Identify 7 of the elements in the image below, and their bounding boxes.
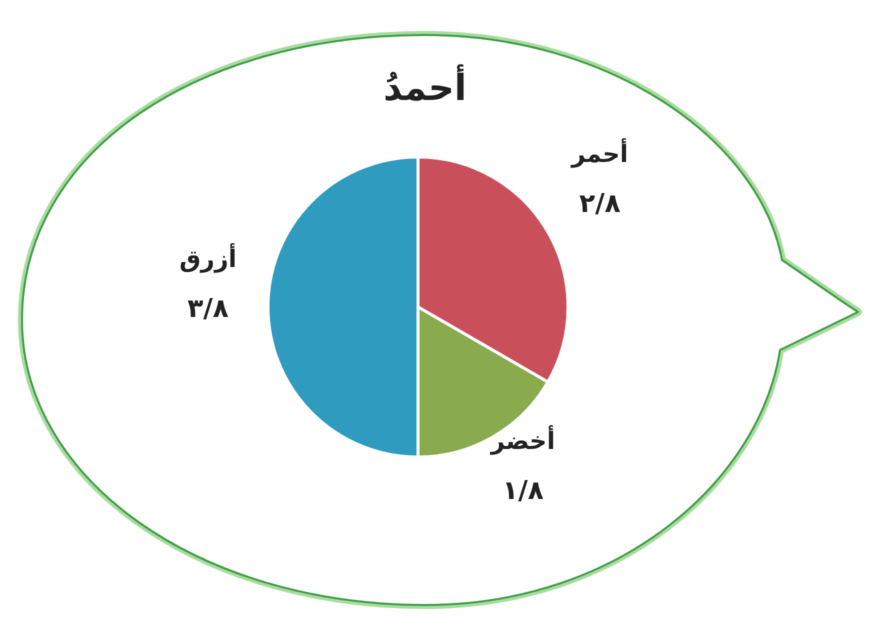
data-label: ٢/٨ — [579, 189, 621, 219]
chart-title: أحمدُ — [383, 64, 467, 109]
data-label: ١/٨ — [502, 476, 544, 506]
slice-label: أخضر — [490, 424, 556, 455]
slice-label: أحمر — [570, 138, 628, 168]
slice-label: أزرق — [179, 243, 237, 273]
data-label: ٣/٨ — [187, 294, 229, 324]
